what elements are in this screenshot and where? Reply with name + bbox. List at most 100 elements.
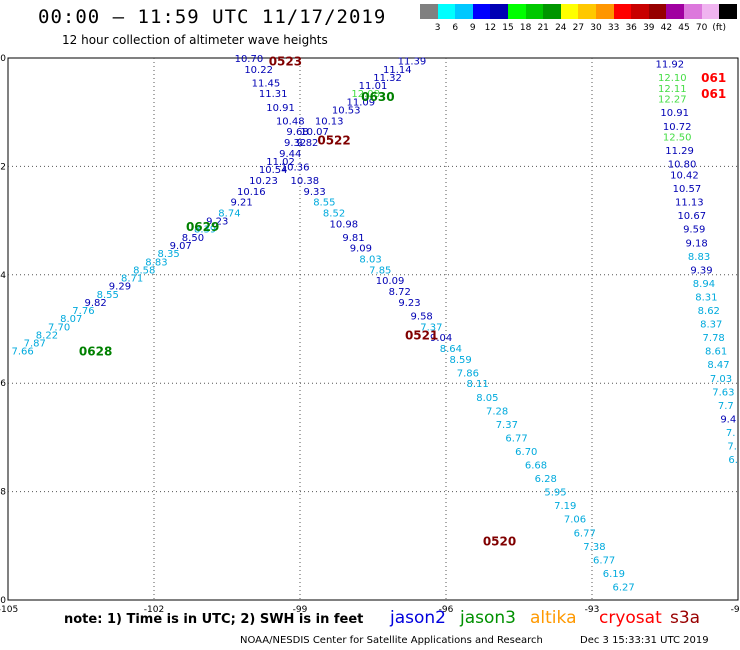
wave-height-value: 12.08 bbox=[351, 89, 380, 100]
wave-height-value: 8.47 bbox=[707, 360, 729, 371]
pass-time-label: 0521 bbox=[405, 328, 438, 342]
wave-height-value: 7.86 bbox=[457, 368, 479, 379]
wave-height-value: 8.05 bbox=[476, 393, 498, 404]
wave-height-value: 8.55 bbox=[97, 290, 119, 301]
wave-height-value: 12.10 bbox=[658, 73, 687, 84]
wave-height-value: 11.45 bbox=[252, 78, 281, 89]
x-tick-label: -96 bbox=[439, 605, 454, 615]
color-scale-label: 39 bbox=[643, 23, 655, 33]
wave-height-value: 10.91 bbox=[660, 108, 689, 119]
wave-height-value: 8.11 bbox=[467, 379, 489, 390]
color-swatch bbox=[420, 4, 438, 19]
credit-line: NOAA/NESDIS Center for Satellite Applica… bbox=[240, 635, 543, 646]
color-scale-label: 18 bbox=[519, 23, 532, 33]
wave-height-value: 9.82 bbox=[84, 298, 106, 309]
wave-height-value: 8.35 bbox=[157, 249, 179, 260]
wave-height-value: 10.16 bbox=[237, 187, 266, 198]
wave-height-value: 6.68 bbox=[525, 461, 547, 472]
satellite-label-altika: altika bbox=[530, 608, 577, 628]
wave-height-value: 9.82 bbox=[296, 138, 318, 149]
wave-height-value: 7.7 bbox=[718, 401, 734, 412]
color-swatch bbox=[666, 4, 684, 19]
color-swatch bbox=[543, 4, 561, 19]
wave-height-value: 11.31 bbox=[259, 89, 288, 100]
pass-time-label: 0628 bbox=[79, 345, 112, 359]
pass-time-label: 0522 bbox=[317, 133, 350, 147]
wave-height-value: 7.78 bbox=[703, 333, 725, 344]
color-scale-label: 33 bbox=[607, 23, 620, 33]
y-tick-label: -54 bbox=[0, 271, 6, 281]
footer-note: note: 1) Time is in UTC; 2) SWH is in fe… bbox=[64, 612, 364, 627]
wave-height-value: 8.52 bbox=[323, 208, 345, 219]
wave-height-value: 9.33 bbox=[303, 187, 325, 198]
color-swatch bbox=[508, 4, 526, 19]
wave-height-value: 8.50 bbox=[182, 233, 204, 244]
page-title: 00:00 – 11:59 UTC 11/17/2019 bbox=[38, 6, 387, 28]
wave-height-value: 6.27 bbox=[613, 582, 635, 593]
wave-height-value: 10.07 bbox=[300, 127, 329, 138]
wave-height-value: 6.70 bbox=[515, 447, 537, 458]
wave-height-value: 9.07 bbox=[170, 241, 192, 252]
color-scale-label: 30 bbox=[590, 23, 602, 33]
wave-height-value: 9.23 bbox=[206, 217, 228, 228]
wave-height-value: 10.38 bbox=[291, 176, 320, 187]
wave-height-value: 10.22 bbox=[244, 65, 273, 76]
wave-height-value: 6.28 bbox=[535, 474, 557, 485]
wave-height-value: 11.14 bbox=[383, 65, 412, 76]
wave-height-value: 8.94 bbox=[693, 279, 715, 290]
wave-height-value: 11.32 bbox=[373, 73, 402, 84]
wave-height-value: 11.29 bbox=[665, 146, 694, 157]
pass-time-label: 0523 bbox=[269, 55, 302, 69]
satellite-label-cryosat: cryosat bbox=[599, 608, 662, 628]
wave-height-value: 10.13 bbox=[315, 116, 344, 127]
pass-time-label: 0630 bbox=[361, 90, 394, 104]
wave-height-value: 7.76 bbox=[72, 306, 94, 317]
wave-height-value: 8.37 bbox=[700, 320, 722, 331]
y-tick-label: -50 bbox=[0, 54, 6, 64]
wave-height-value: 10.70 bbox=[235, 54, 264, 65]
color-scale-label: 45 bbox=[678, 23, 690, 33]
wave-height-value: 10.53 bbox=[332, 105, 361, 116]
color-swatch bbox=[631, 4, 649, 19]
wave-height-value: 9.04 bbox=[430, 333, 452, 344]
wave-height-value: 6.77 bbox=[574, 528, 596, 539]
pass-time-label: 061 bbox=[701, 71, 726, 85]
color-swatch bbox=[613, 4, 632, 19]
satellite-label-s3a: s3a bbox=[670, 608, 701, 628]
color-scale-label: 9 bbox=[469, 23, 476, 33]
x-tick-label: -105 bbox=[0, 605, 18, 615]
wave-height-value: 8.83 bbox=[145, 257, 167, 268]
color-swatch bbox=[525, 4, 544, 19]
wave-height-value: 6. bbox=[728, 455, 738, 466]
color-swatch bbox=[490, 4, 508, 19]
wave-height-value: 10.91 bbox=[266, 103, 295, 114]
wave-height-value: 7.37 bbox=[420, 322, 442, 333]
wave-height-value: 8.71 bbox=[121, 274, 143, 285]
wave-height-value: 10.80 bbox=[668, 160, 697, 171]
wave-height-value: 5.95 bbox=[544, 488, 566, 499]
color-scale-label: 42 bbox=[660, 23, 673, 33]
wave-height-value: 7.19 bbox=[554, 501, 576, 512]
wave-height-value: 9.18 bbox=[686, 238, 708, 249]
color-swatch bbox=[578, 4, 596, 19]
color-swatch bbox=[648, 4, 667, 19]
wave-height-value: 7.66 bbox=[11, 347, 33, 358]
wave-height-value: 8.07 bbox=[60, 314, 82, 325]
color-swatch bbox=[596, 4, 614, 19]
wave-height-value: 8.74 bbox=[218, 208, 240, 219]
wave-height-value: 8.72 bbox=[389, 287, 411, 298]
wave-height-value: 9.21 bbox=[230, 198, 252, 209]
wave-height-value: 10.23 bbox=[249, 176, 278, 187]
pass-time-label: 0629 bbox=[186, 220, 219, 234]
color-scale-label: 12 bbox=[484, 23, 497, 33]
wave-height-value: 10.57 bbox=[673, 184, 702, 195]
wave-height-value: 11.92 bbox=[656, 59, 685, 70]
map-frame bbox=[7, 57, 739, 601]
wave-height-value: 9.81 bbox=[342, 233, 364, 244]
x-tick-label: -99 bbox=[293, 605, 308, 615]
wave-height-value: 8.39 bbox=[194, 225, 216, 236]
color-scale-label: 3 bbox=[434, 23, 441, 33]
wave-height-value: 12.50 bbox=[663, 133, 692, 144]
color-swatch bbox=[701, 4, 720, 19]
